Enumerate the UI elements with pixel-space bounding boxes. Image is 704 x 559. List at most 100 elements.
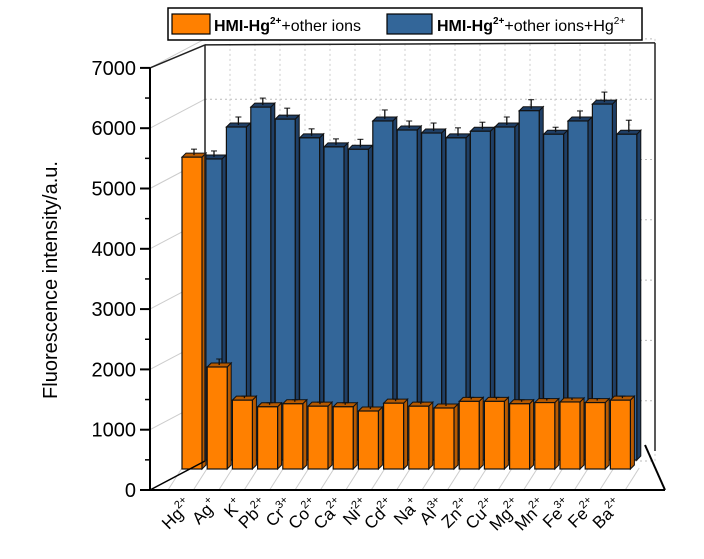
bar-side xyxy=(478,396,484,471)
bar-side xyxy=(277,401,283,471)
bar-face xyxy=(534,401,556,470)
bar-series2-4 xyxy=(298,128,325,462)
bar-series2-8 xyxy=(395,120,423,462)
bar-series1-1 xyxy=(205,358,233,471)
bar-series1-15 xyxy=(558,396,586,471)
bar-face xyxy=(332,406,354,470)
legend-label-1: HMI-Hg2++other ions+Hg2+ xyxy=(437,16,625,35)
legend: HMI-Hg2++other ions HMI-Hg2++other ions+H… xyxy=(167,7,643,41)
bar-side xyxy=(352,401,358,471)
bar-series1-12 xyxy=(483,396,510,471)
bar-side xyxy=(453,402,459,471)
bar-face xyxy=(181,156,203,470)
floor-gridline xyxy=(573,467,589,491)
y-axis-label: Fluorescence intensity/a.u. xyxy=(40,161,62,399)
bar-side xyxy=(251,394,257,471)
legend-label-rest: +other ions+Hg xyxy=(504,18,613,35)
floor-gridline xyxy=(269,467,285,491)
bar-side xyxy=(503,396,509,471)
x-tick-label: Ag+ xyxy=(187,494,221,528)
bar-series1-6 xyxy=(331,401,359,471)
bar-side xyxy=(377,405,383,471)
y-tick-label: 6000 xyxy=(92,118,137,140)
bar-face xyxy=(282,403,304,470)
legend-label-0: HMI-Hg2++other ions xyxy=(214,16,361,35)
legend-label-rest: +other ions xyxy=(281,18,361,35)
x-tick-label: Ba2+ xyxy=(588,494,626,532)
floor-gridline xyxy=(167,467,183,491)
axes xyxy=(140,42,666,491)
series-2-bars xyxy=(200,91,643,462)
legend-label-bold: HMI-Hg xyxy=(214,18,270,35)
floor-gridline xyxy=(345,467,361,491)
bar-series1-17 xyxy=(609,394,636,471)
legend-label-rest-sup: 2+ xyxy=(614,16,626,27)
bar-face xyxy=(408,405,430,470)
bar-series1-8 xyxy=(382,397,409,471)
floor-gridline xyxy=(218,467,234,491)
x-tick-labels: Hg2+Ag+ K+Pb2+Cr3+Co2+Ca2+Ni2+Cd2+Na+Al3+… xyxy=(158,494,626,534)
floor-gridline xyxy=(446,467,462,491)
floor-gridline xyxy=(396,467,412,491)
bar-face xyxy=(433,407,455,470)
bar-face xyxy=(383,402,405,470)
bar-series1-3 xyxy=(256,401,283,471)
bar-series2-7 xyxy=(371,109,399,462)
bar-series2-13 xyxy=(517,99,545,462)
floor-gridline xyxy=(523,467,539,491)
bar-series2-11 xyxy=(469,121,496,462)
bar-face xyxy=(584,401,606,470)
bar-series1-13 xyxy=(508,398,535,471)
bar-series1-11 xyxy=(457,396,485,471)
y-tick-label: 3000 xyxy=(92,299,137,321)
top-back-edge xyxy=(204,42,656,46)
floor-right-edge xyxy=(644,444,666,491)
legend-label-bold-sup: 2+ xyxy=(270,16,282,27)
bar-series1-10 xyxy=(432,402,460,471)
bar-face xyxy=(483,400,505,470)
bar-side xyxy=(302,398,308,471)
floor-gridline xyxy=(294,467,310,491)
bar-side xyxy=(403,397,409,471)
top-left-edge xyxy=(149,44,206,69)
side-gridline xyxy=(149,38,206,69)
y-tick-label: 0 xyxy=(125,480,136,502)
y-tick-label: 4000 xyxy=(92,239,137,261)
bar-face xyxy=(559,401,581,470)
side-gridline xyxy=(149,98,206,129)
bar-face xyxy=(357,410,379,470)
y-tick-label: 5000 xyxy=(92,179,137,201)
bar-series1-5 xyxy=(306,400,334,471)
bar-series2-16 xyxy=(591,91,618,462)
bar-series1-0 xyxy=(180,148,208,471)
y-tick-labels: 0 1000 2000 3000 4000 5000 6000 7000 xyxy=(92,58,137,502)
bar-series1-4 xyxy=(281,398,309,471)
legend-swatch-0 xyxy=(171,13,211,35)
bar-face xyxy=(206,366,228,470)
floor-gridline xyxy=(421,467,437,491)
floor-left-edge xyxy=(149,460,206,491)
series-1-bars xyxy=(180,148,636,471)
legend-swatch-1 xyxy=(386,13,433,35)
bar-series2-15 xyxy=(566,110,594,462)
bar-side xyxy=(327,400,333,471)
bar-face xyxy=(231,399,253,470)
bar-series1-7 xyxy=(357,405,384,471)
bar-series2-3 xyxy=(273,107,301,462)
bar-series1-2 xyxy=(231,394,258,471)
bar-face xyxy=(458,400,480,470)
y-tick-label: 7000 xyxy=(92,58,137,80)
bar-face xyxy=(509,403,531,470)
floor-gridline xyxy=(548,467,564,491)
bar-series1-9 xyxy=(407,400,435,471)
y-tick-label: 1000 xyxy=(92,420,137,442)
floor-gridline xyxy=(497,467,513,491)
bar-face xyxy=(307,405,329,470)
bar-face xyxy=(257,406,279,470)
bar-side xyxy=(428,400,434,471)
bar-series1-14 xyxy=(533,397,561,471)
bar-side xyxy=(226,361,232,471)
floor-gridline xyxy=(319,467,335,491)
